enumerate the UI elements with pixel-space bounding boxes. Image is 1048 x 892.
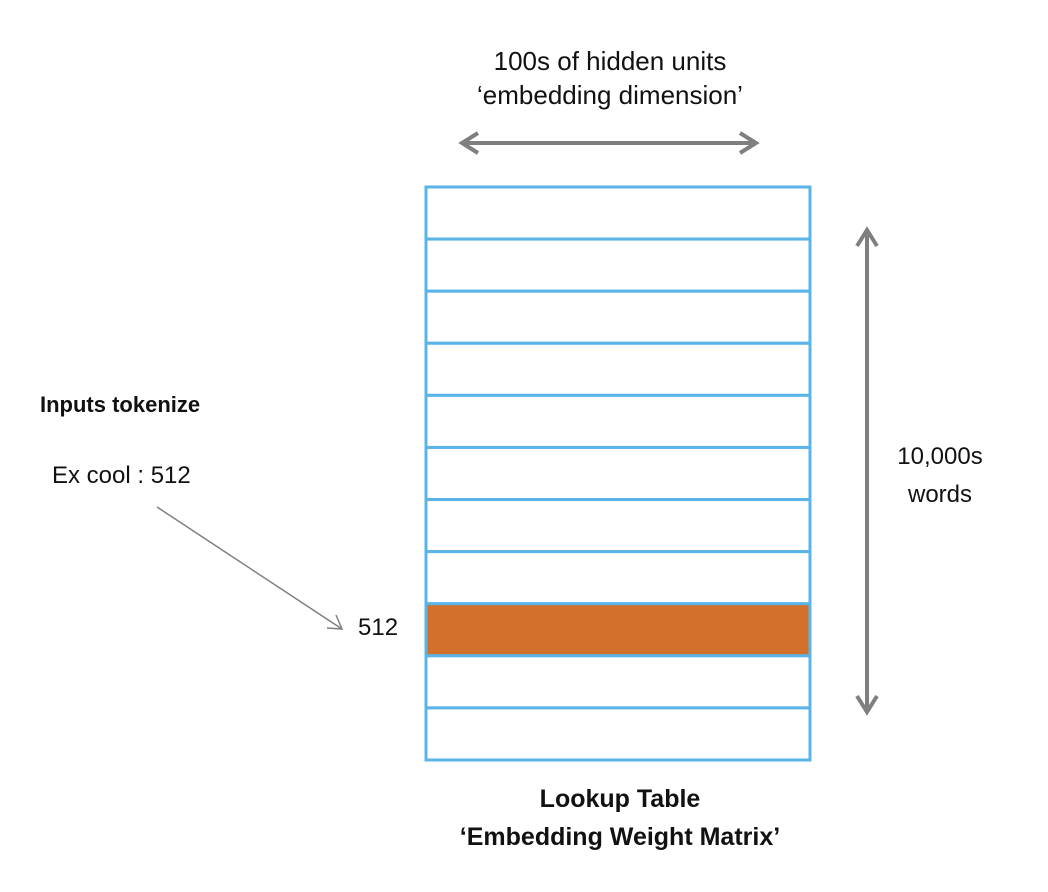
- table-row-highlighted: [424, 602, 812, 658]
- row-index-label: 512: [358, 614, 399, 641]
- table-row: [424, 706, 812, 762]
- table-row: [424, 289, 812, 345]
- pointer-arrowhead: [326, 614, 344, 630]
- inputs-title: Inputs tokenize: [40, 392, 201, 417]
- table-caption-line1: Lookup Table: [539, 785, 701, 813]
- table-row: [424, 185, 812, 241]
- vocabulary-size-label: 10,000s words: [880, 438, 1000, 514]
- vocabulary-size-arrow: [855, 226, 879, 716]
- lookup-table: [424, 185, 812, 762]
- table-row: [424, 498, 812, 554]
- table-row: [424, 654, 812, 710]
- table-row: [424, 393, 812, 449]
- pointer-arrow: [156, 506, 343, 630]
- embedding-dimension-line2: ‘embedding dimension’: [477, 80, 743, 110]
- table-caption-line2: ‘Embedding Weight Matrix’: [459, 823, 781, 851]
- table-row: [424, 550, 812, 606]
- embedding-dimension-line1: 100s of hidden units: [493, 46, 727, 76]
- table-row: [424, 341, 812, 397]
- embedding-dimension-label: 100s of hidden units ‘embedding dimensio…: [440, 44, 780, 112]
- embedding-dimension-arrow: [458, 131, 760, 155]
- table-row: [424, 237, 812, 293]
- token-example: Ex cool : 512: [52, 462, 191, 489]
- vocabulary-size-line2: words: [907, 481, 973, 508]
- table-row: [424, 445, 812, 502]
- table-caption: Lookup Table ‘Embedding Weight Matrix’: [380, 780, 860, 856]
- vocabulary-size-line1: 10,000s: [897, 443, 983, 470]
